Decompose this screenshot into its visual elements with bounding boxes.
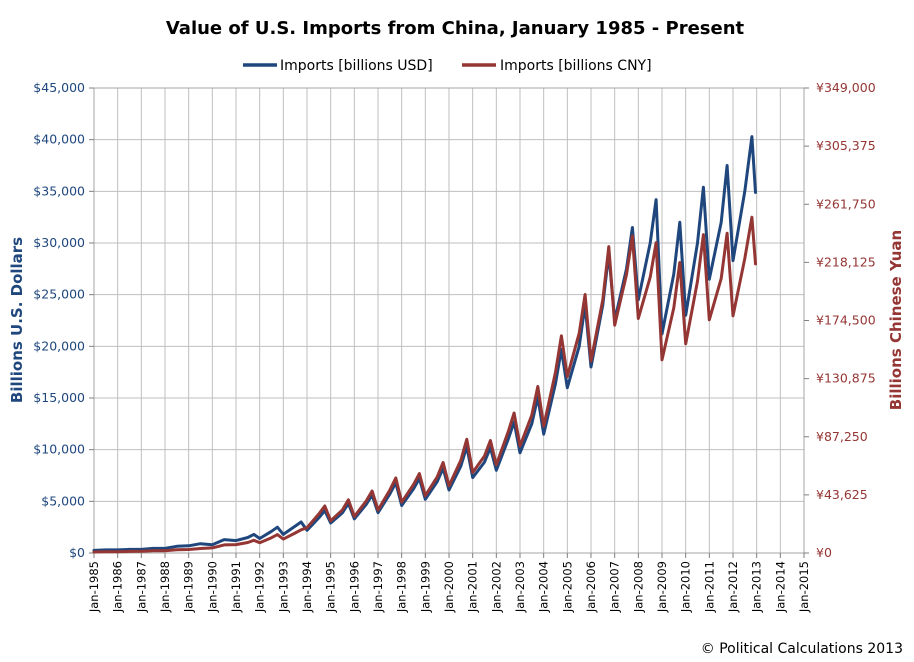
y2-tick-label: ¥130,875 [816, 371, 876, 386]
y-tick-label: $15,000 [33, 390, 85, 405]
x-tick-label: Jan-2010 [679, 561, 693, 613]
x-tick-label: Jan-2005 [560, 561, 574, 613]
series-line-cny [92, 215, 757, 554]
x-tick-label: Jan-2015 [797, 561, 811, 613]
y-tick-label: $20,000 [33, 338, 85, 353]
x-tick-label: Jan-1996 [347, 561, 361, 613]
legend-label-usd: Imports [billions USD] [280, 58, 433, 74]
x-tick-label: Jan-1999 [418, 561, 432, 613]
x-tick-label: Jan-1985 [87, 561, 101, 613]
x-tick-label: Jan-1998 [395, 561, 409, 613]
y2-tick-label: ¥305,375 [816, 138, 876, 153]
x-tick-label: Jan-2008 [631, 561, 645, 613]
y2-tick-label: ¥261,750 [816, 196, 876, 211]
chart-title: Value of U.S. Imports from China, Januar… [166, 18, 745, 39]
x-tick-label: Jan-1994 [300, 561, 314, 613]
y-tick-label: $35,000 [33, 183, 85, 198]
y-tick-label: $45,000 [33, 80, 85, 95]
y-tick-label: $30,000 [33, 235, 85, 250]
x-tick-label: Jan-1986 [111, 561, 125, 613]
y-tick-label: $25,000 [33, 287, 85, 302]
y-tick-label: $5,000 [41, 493, 85, 508]
x-tick-label: Jan-1997 [371, 561, 385, 613]
x-tick-label: Jan-2013 [750, 561, 764, 613]
y2-tick-label: ¥87,250 [816, 429, 868, 444]
y-axis-left: $0 $5,000 $10,000 $15,000 $20,000 $25,000 $30,… [33, 80, 94, 560]
y-axis-title-right: Billions Chinese Yuan [887, 230, 905, 410]
x-tick-label: Jan-2009 [655, 561, 669, 613]
x-tick-label: Jan-2002 [489, 561, 503, 613]
x-tick-label: Jan-2012 [726, 561, 740, 613]
x-tick-label: Jan-2003 [513, 561, 527, 613]
x-tick-label: Jan-1993 [276, 561, 290, 613]
x-tick-label: Jan-2004 [537, 561, 551, 613]
legend-label-cny: Imports [billions CNY] [500, 58, 652, 74]
y-axis-title-left: Billions U.S. Dollars [8, 237, 26, 403]
y2-tick-label: ¥218,125 [816, 254, 876, 269]
x-tick-label: Jan-2001 [466, 561, 480, 613]
legend: Imports [billions USD] Imports [billions… [243, 58, 652, 74]
y2-tick-label: ¥43,625 [816, 487, 868, 502]
x-tick-label: Jan-2000 [442, 561, 456, 613]
x-tick-label: Jan-2006 [584, 561, 598, 613]
x-tick-label: Jan-1990 [205, 561, 219, 613]
y-tick-label: $0 [69, 545, 85, 560]
y-tick-label: $40,000 [33, 132, 85, 147]
y2-tick-label: ¥0 [816, 545, 832, 560]
series-line-usd [92, 135, 757, 552]
x-tick-label: Jan-1995 [324, 561, 338, 613]
x-tick-label: Jan-2011 [702, 561, 716, 613]
y-tick-label: $10,000 [33, 442, 85, 457]
x-tick-label: Jan-2007 [608, 561, 622, 613]
copyright-credit: © Political Calculations 2013 [701, 641, 903, 657]
x-tick-label: Jan-1991 [229, 561, 243, 613]
x-tick-label: Jan-1992 [253, 561, 267, 613]
x-tick-label: Jan-1987 [134, 561, 148, 613]
y2-tick-label: ¥174,500 [816, 313, 876, 328]
x-axis: Jan-1985 Jan-1986 Jan-1987 Jan-1988 Jan-1989… [87, 553, 811, 613]
x-tick-label: Jan-2014 [773, 561, 787, 613]
y2-tick-label: ¥349,000 [816, 80, 876, 95]
y-axis-right: ¥0 ¥43,625 ¥87,250 ¥130,875 ¥174,500 ¥218,125… [804, 80, 876, 560]
x-tick-label: Jan-1989 [182, 561, 196, 613]
series-layer [92, 135, 757, 554]
x-tick-label: Jan-1988 [158, 561, 172, 613]
